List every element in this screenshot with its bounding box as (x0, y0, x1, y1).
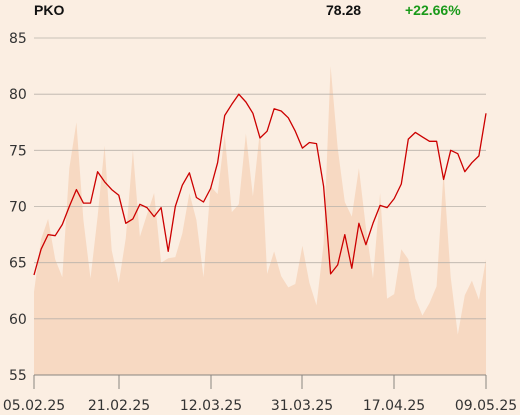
last-price: 78.28 (326, 2, 362, 18)
y-tick-label: 70 (9, 200, 27, 216)
x-tick-label: 09.05.25 (455, 398, 517, 414)
x-tick-label: 31.03.25 (271, 398, 333, 414)
y-tick-label: 65 (9, 256, 27, 272)
price-line (33, 93, 487, 276)
y-tick-label: 75 (9, 143, 27, 159)
y-tick-label: 80 (9, 87, 27, 103)
volume-area (34, 66, 486, 375)
y-tick-label: 85 (9, 31, 27, 47)
x-tick-label: 21.02.25 (88, 398, 150, 414)
price-change: +22.66% (405, 2, 461, 18)
ticker-symbol: PKO (34, 2, 65, 18)
x-tick-label: 12.03.25 (180, 398, 242, 414)
y-tick-label: 60 (9, 312, 27, 328)
x-tick-label: 05.02.25 (3, 398, 65, 414)
x-tick-label: 17.04.25 (363, 398, 425, 414)
y-tick-label: 55 (9, 368, 27, 384)
